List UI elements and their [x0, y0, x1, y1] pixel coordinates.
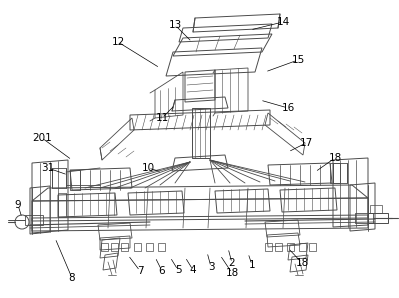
Text: 14: 14: [277, 17, 290, 27]
Text: 1: 1: [249, 260, 255, 270]
Text: 7: 7: [137, 266, 143, 276]
Bar: [309, 243, 316, 251]
Bar: [52, 168, 66, 188]
Text: 4: 4: [190, 265, 196, 275]
Bar: [146, 243, 153, 251]
Bar: [58, 193, 66, 217]
Text: 17: 17: [299, 138, 313, 148]
Text: 18: 18: [225, 268, 239, 278]
Text: 3: 3: [208, 262, 214, 272]
Bar: [111, 243, 118, 251]
Bar: [370, 205, 382, 213]
Bar: [192, 108, 210, 158]
Bar: [134, 243, 141, 251]
Text: 201: 201: [32, 133, 52, 143]
Bar: [275, 243, 282, 251]
Text: 9: 9: [15, 200, 21, 210]
Bar: [330, 163, 340, 183]
Text: 8: 8: [69, 273, 75, 283]
Text: 12: 12: [111, 37, 124, 47]
Bar: [158, 243, 165, 251]
Text: 16: 16: [281, 103, 294, 113]
Text: 31: 31: [41, 163, 55, 173]
Text: 11: 11: [155, 113, 169, 123]
Bar: [355, 213, 373, 223]
Text: 6: 6: [159, 266, 165, 276]
Bar: [287, 243, 294, 251]
Text: 15: 15: [291, 55, 304, 65]
Text: 2: 2: [229, 258, 235, 268]
Bar: [299, 243, 306, 251]
Bar: [265, 243, 272, 251]
Text: 10: 10: [141, 163, 154, 173]
Bar: [121, 243, 128, 251]
Text: 5: 5: [175, 265, 181, 275]
Bar: [368, 213, 388, 223]
Text: 13: 13: [168, 20, 182, 30]
Bar: [333, 163, 347, 183]
Text: 18: 18: [328, 153, 342, 163]
Bar: [101, 243, 108, 251]
Bar: [70, 170, 80, 190]
Bar: [25, 215, 43, 225]
Text: 18: 18: [295, 258, 308, 268]
